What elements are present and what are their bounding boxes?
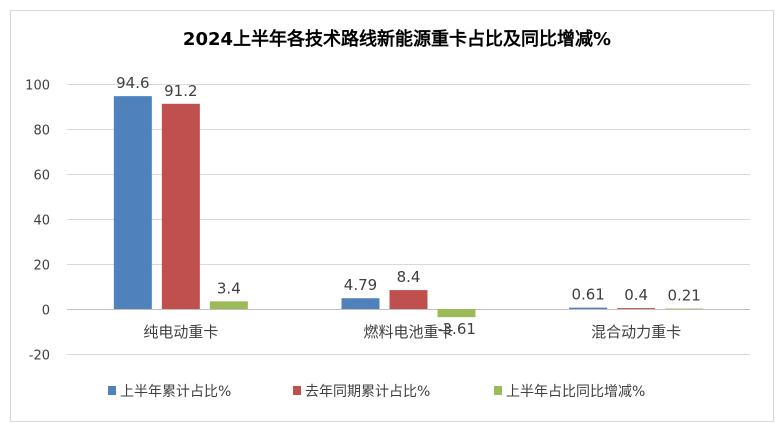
data-label: 94.6 bbox=[116, 74, 149, 92]
data-label: 3.4 bbox=[217, 279, 241, 297]
y-tick-label: 40 bbox=[33, 214, 50, 229]
data-label: 0.4 bbox=[624, 286, 648, 304]
y-tick-label: 60 bbox=[33, 169, 50, 184]
x-axis: 纯电动重卡 燃料电池重卡 混合动力重卡 bbox=[143, 323, 681, 341]
data-label: 4.79 bbox=[344, 276, 377, 294]
bar bbox=[389, 290, 428, 309]
y-tick-label: -20 bbox=[29, 349, 50, 364]
legend-label: 上半年累计占比% bbox=[120, 384, 231, 400]
bar bbox=[437, 309, 476, 318]
data-labels: 94.6 91.2 3.4 4.79 8.4 -3.61 0.61 0.4 0.21 bbox=[116, 74, 701, 338]
bar bbox=[341, 298, 380, 309]
bar bbox=[665, 308, 704, 310]
y-tick-label: 20 bbox=[33, 259, 50, 274]
x-tick-label: 混合动力重卡 bbox=[591, 323, 681, 341]
y-tick-label: 80 bbox=[33, 124, 50, 139]
data-label: -3.61 bbox=[437, 320, 476, 338]
legend-label: 去年同期累计占比% bbox=[305, 384, 430, 400]
bar bbox=[161, 103, 200, 309]
data-label: 0.21 bbox=[667, 287, 700, 305]
y-axis: -20 0 20 40 60 80 100 bbox=[25, 79, 50, 364]
bar bbox=[569, 307, 608, 309]
legend-swatch bbox=[293, 386, 301, 395]
legend-swatch bbox=[108, 386, 116, 395]
bars bbox=[113, 96, 704, 318]
bar bbox=[209, 301, 248, 309]
bar bbox=[113, 96, 152, 310]
x-tick-label: 纯电动重卡 bbox=[143, 323, 218, 341]
data-label: 91.2 bbox=[164, 82, 197, 100]
y-tick-label: 0 bbox=[42, 304, 50, 319]
x-tick-label: 燃料电池重卡 bbox=[363, 323, 453, 341]
data-label: 8.4 bbox=[397, 268, 421, 286]
bar bbox=[617, 308, 656, 309]
data-label: 0.61 bbox=[571, 286, 604, 304]
legend-swatch bbox=[494, 386, 502, 395]
y-tick-label: 100 bbox=[25, 79, 50, 94]
legend-label: 上半年占比同比增减% bbox=[506, 384, 645, 400]
legend: 上半年累计占比% 去年同期累计占比% 上半年占比同比增减% bbox=[108, 384, 645, 400]
chart-title: 2024上半年各技术路线新能源重卡占比及同比增减% bbox=[183, 28, 611, 50]
